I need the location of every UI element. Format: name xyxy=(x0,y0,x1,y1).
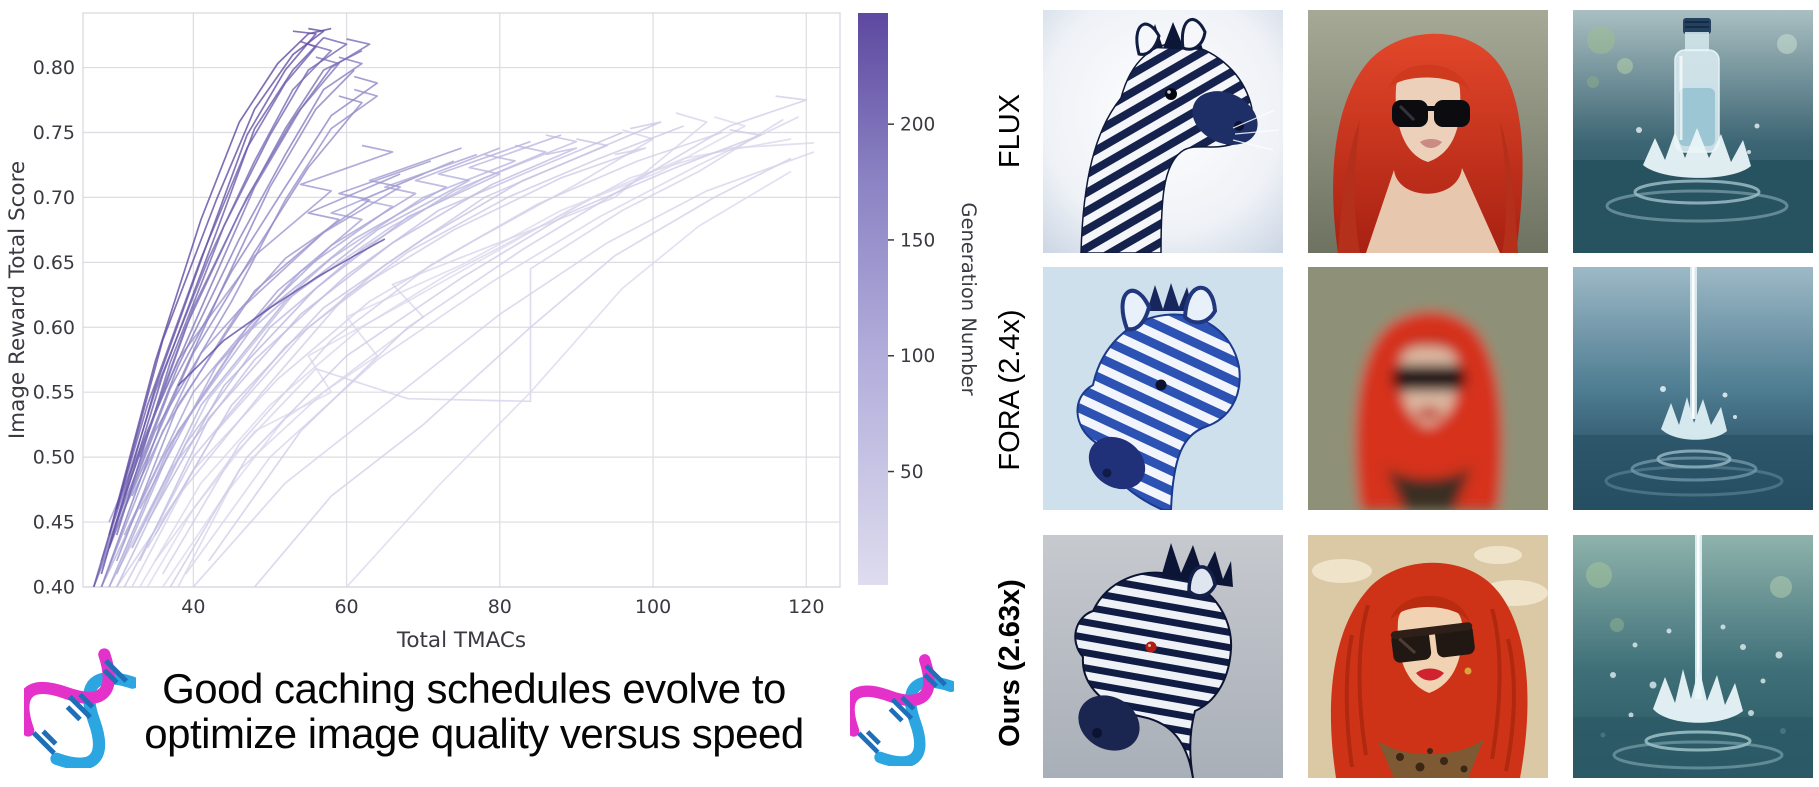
trajectory-gen-235 xyxy=(100,30,317,575)
y-tick-label: 0.80 xyxy=(33,57,75,79)
result-image-ours-splash-droplets xyxy=(1573,535,1813,778)
colorbar-tick-label: 50 xyxy=(900,462,924,483)
x-axis-label: Total TMACs xyxy=(396,628,526,653)
y-tick-label: 0.40 xyxy=(33,577,75,599)
dna-icon xyxy=(850,654,954,766)
y-tick-label: 0.75 xyxy=(33,122,75,144)
trajectory-gen-205 xyxy=(100,43,333,562)
trajectory-gen-152 xyxy=(92,88,379,587)
trajectory-gen-18 xyxy=(154,118,784,562)
y-tick-label: 0.70 xyxy=(33,187,75,209)
trajectory-gen-12 xyxy=(138,142,814,587)
x-tick-label: 100 xyxy=(635,596,671,618)
trajectory-gen-72 xyxy=(115,144,547,587)
row-label-fora: FORA (2.4x) xyxy=(994,309,1026,471)
colorbar-label: Generation Number xyxy=(957,202,980,396)
x-tick-label: 40 xyxy=(181,596,205,618)
y-tick-label: 0.65 xyxy=(33,252,75,274)
result-image-flux-bottle-splash xyxy=(1573,10,1813,253)
trajectory-gen-168 xyxy=(108,75,379,549)
result-image-fora-zebra xyxy=(1043,267,1283,510)
trajectory-gen-240 xyxy=(177,238,386,387)
trajectory-gen-160 xyxy=(123,95,363,510)
trajectory-gen-52 xyxy=(154,138,608,536)
result-image-flux-woman xyxy=(1308,10,1548,253)
trajectory-gen-182 xyxy=(115,56,363,523)
y-tick-label: 0.50 xyxy=(33,447,75,469)
trajectory-gen-8 xyxy=(161,116,746,587)
trajectory-gen-16 xyxy=(185,116,799,575)
trajectory-gen-20 xyxy=(192,151,815,587)
trajectory-gen-30 xyxy=(208,95,808,562)
result-image-ours-woman xyxy=(1308,535,1548,778)
trajectory-gen-32 xyxy=(115,147,647,587)
trajectory-gen-175 xyxy=(100,69,355,587)
x-tick-label: 60 xyxy=(334,596,358,618)
trajectory-gen-212 xyxy=(115,36,348,536)
axis-tick-labels: 0.40 0.45 0.50 0.55 0.60 0.65 0.70 0.75 0.80 40 60… xyxy=(33,57,825,618)
trajectory-gen-60 xyxy=(131,134,578,549)
plot-frame xyxy=(82,12,841,588)
trajectory-gen-122 xyxy=(123,173,424,536)
x-tick-label: 80 xyxy=(488,596,512,618)
trajectory-gen-28 xyxy=(161,131,723,575)
trajectory-gen-245 xyxy=(108,27,332,536)
caption-line-2: optimize image quality versus speed xyxy=(144,710,804,757)
figure-caption: Good caching schedules evolve to optimiz… xyxy=(100,666,848,756)
colorbar-tick-label: 200 xyxy=(900,115,935,136)
y-tick-label: 0.60 xyxy=(33,317,75,339)
trajectory-gen-145 xyxy=(115,173,401,562)
row-label-flux: FLUX xyxy=(994,93,1026,169)
tmacs-vs-reward-evolution-chart: 0.40 0.45 0.50 0.55 0.60 0.65 0.70 0.75 0.80 40 60… xyxy=(5,12,980,653)
y-axis-label: Image Reward Total Score xyxy=(5,161,30,439)
row-label-ours: Ours (2.63x) xyxy=(994,579,1026,747)
y-tick-label: 0.45 xyxy=(33,512,75,534)
trajectory-gen-228 xyxy=(108,37,325,549)
colorbar-tick-label: 150 xyxy=(900,230,935,251)
result-image-fora-woman-blurred xyxy=(1308,267,1548,510)
trajectory-gen-35 xyxy=(169,129,762,587)
trajectory-gen-45 xyxy=(123,121,662,587)
trajectory-gen-65 xyxy=(138,147,578,562)
dna-icon xyxy=(24,648,136,768)
trajectory-gen-200 xyxy=(138,38,371,458)
caption-line-1: Good caching schedules evolve to xyxy=(162,665,786,712)
colorbar xyxy=(858,13,888,585)
trajectory-gen-78 xyxy=(146,134,562,523)
colorbar-tick-label: 100 xyxy=(900,346,935,367)
trajectory-gen-6 xyxy=(345,170,792,587)
trajectory-gen-25 xyxy=(253,157,792,587)
result-image-flux-zebra xyxy=(1043,10,1283,253)
evolution-trajectories xyxy=(92,27,815,587)
result-image-fora-stream-splash xyxy=(1573,267,1813,510)
x-tick-label: 120 xyxy=(788,596,824,618)
y-tick-label: 0.55 xyxy=(33,382,75,404)
trajectory-gen-92 xyxy=(131,140,531,549)
colorbar-ticks: 50 100 150 200 xyxy=(888,115,935,483)
result-image-ours-zebra xyxy=(1043,535,1283,778)
